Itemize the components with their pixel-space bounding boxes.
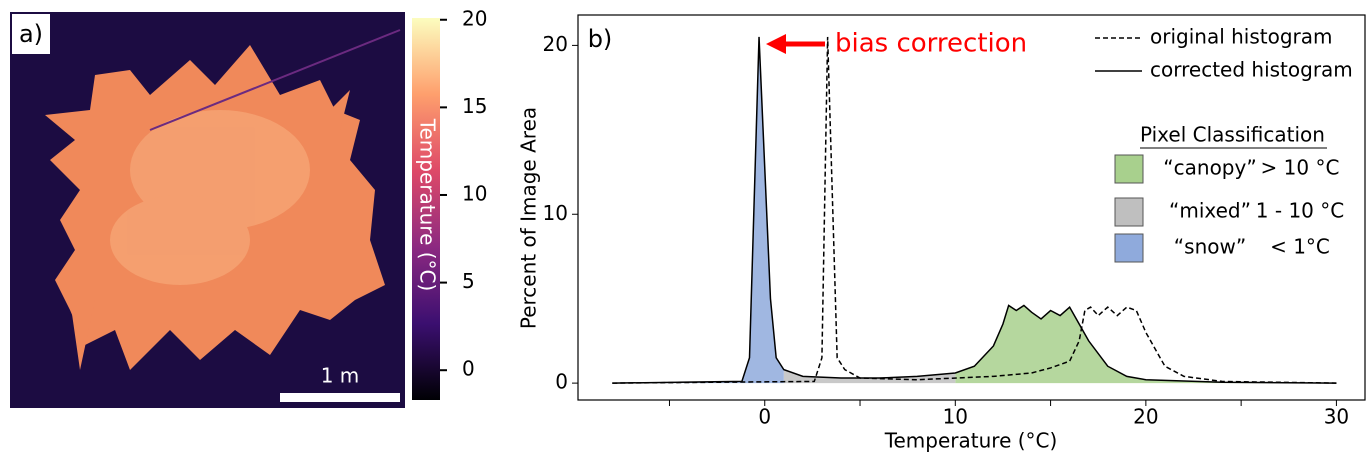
- class-range: 1 - 10 °C: [1256, 199, 1344, 223]
- y-tick-label: 10: [543, 201, 568, 225]
- x-tick-label: 20: [1133, 405, 1158, 429]
- class-name: “snow”: [1174, 235, 1246, 259]
- colorbar-tick-label: 10: [462, 181, 487, 205]
- legend-label: original histogram: [1150, 25, 1333, 49]
- y-tick-label: 0: [555, 370, 568, 394]
- class-name: “canopy”: [1163, 156, 1256, 180]
- panel-label-box: [581, 18, 619, 58]
- x-tick-label: 30: [1324, 405, 1349, 429]
- image-streak: [149, 29, 401, 131]
- annotation-arrowhead: [766, 34, 786, 54]
- annotation: bias correction: [835, 29, 1027, 59]
- scale-bar-label: 1 m: [321, 364, 360, 388]
- histogram-line: [612, 36, 1337, 384]
- panel-label: a): [19, 20, 43, 48]
- class-range: < 1°C: [1270, 235, 1330, 259]
- x-tick-label: 0: [758, 405, 771, 429]
- x-axis-label: Temperature (°C): [884, 429, 1058, 453]
- classification-title: Pixel Classification: [1140, 123, 1325, 147]
- class-name: “mixed”: [1169, 199, 1251, 223]
- x-tick-label: 10: [943, 405, 968, 429]
- scale-bar: [280, 393, 400, 402]
- colorbar-tick-label: 20: [462, 6, 487, 30]
- panel-label-box: [12, 14, 50, 54]
- plot-frame: [577, 14, 1366, 401]
- y-axis-label: Percent of Image Area: [517, 107, 541, 329]
- class-swatch: [1114, 233, 1144, 263]
- class-swatch: [1114, 197, 1144, 227]
- class-swatch: [1114, 154, 1144, 184]
- y-tick-label: 20: [543, 32, 568, 56]
- crown-highlight: [110, 110, 310, 285]
- histogram-line: [612, 36, 1337, 384]
- colorbar: [412, 18, 440, 400]
- class-fill: [612, 36, 784, 384]
- panel-label: b): [588, 25, 613, 53]
- class-range: > 10 °C: [1261, 156, 1340, 180]
- class-fill: [955, 305, 1337, 384]
- colorbar-tick-label: 0: [462, 357, 475, 381]
- legend-label: corrected histogram: [1150, 58, 1353, 82]
- colorbar-tick-label: 15: [462, 94, 487, 118]
- colorbar-tick-label: 5: [462, 269, 475, 293]
- colorbar-label: Temperature (°C): [416, 118, 440, 292]
